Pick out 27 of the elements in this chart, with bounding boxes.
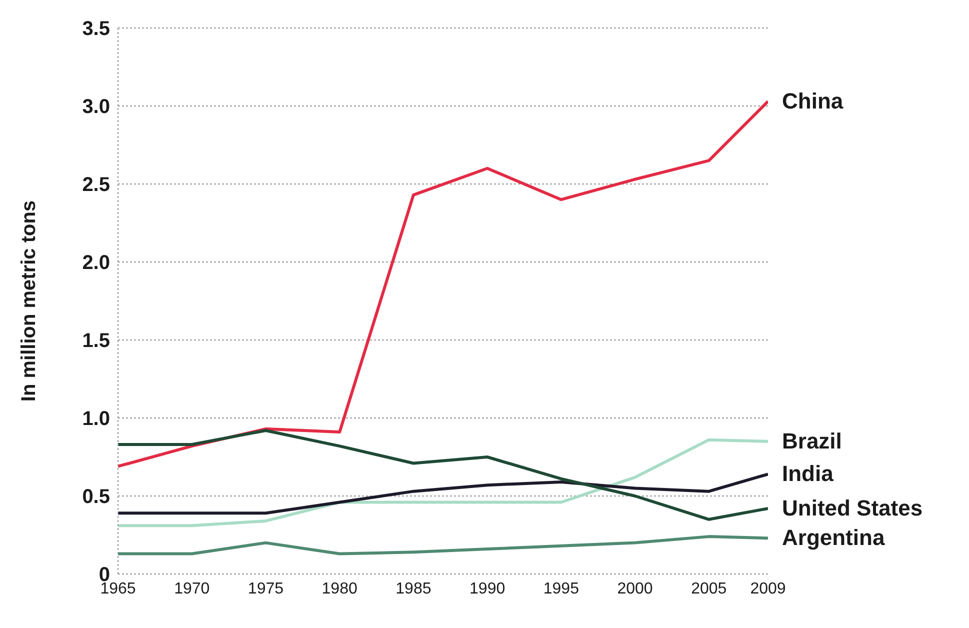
x-tick-label: 1970 bbox=[174, 580, 210, 598]
series-label: India bbox=[782, 461, 834, 486]
series-label: Brazil bbox=[782, 428, 842, 454]
y-tick-label: 3.5 bbox=[82, 18, 110, 40]
x-tick-label: 1980 bbox=[322, 580, 358, 598]
y-tick-label: 1.0 bbox=[82, 408, 110, 430]
x-tick-label: 1985 bbox=[396, 580, 432, 598]
y-tick-label: 2.5 bbox=[82, 174, 110, 196]
line-series bbox=[118, 100, 768, 468]
x-tick-label: 1990 bbox=[470, 580, 506, 598]
line-series bbox=[118, 535, 768, 556]
line-series bbox=[118, 472, 768, 515]
series-label: China bbox=[782, 88, 844, 114]
x-tick-label: 2005 bbox=[691, 580, 727, 598]
y-axis-title: In million metric tons bbox=[18, 200, 40, 402]
line-series bbox=[118, 438, 768, 528]
series-label: United States bbox=[782, 495, 923, 520]
line-series bbox=[118, 428, 768, 521]
y-tick-label: 0.5 bbox=[82, 486, 110, 508]
x-tick-label: 1995 bbox=[543, 580, 580, 598]
x-tick-label: 2009 bbox=[750, 580, 786, 598]
x-tick-label: 2000 bbox=[617, 580, 653, 598]
y-tick-label: 1.5 bbox=[82, 330, 110, 352]
y-tick-label: 3.0 bbox=[82, 96, 110, 118]
series-label: Argentina bbox=[782, 525, 886, 550]
x-tick-label: 1975 bbox=[248, 580, 284, 598]
y-tick-label: 2.0 bbox=[82, 252, 110, 274]
